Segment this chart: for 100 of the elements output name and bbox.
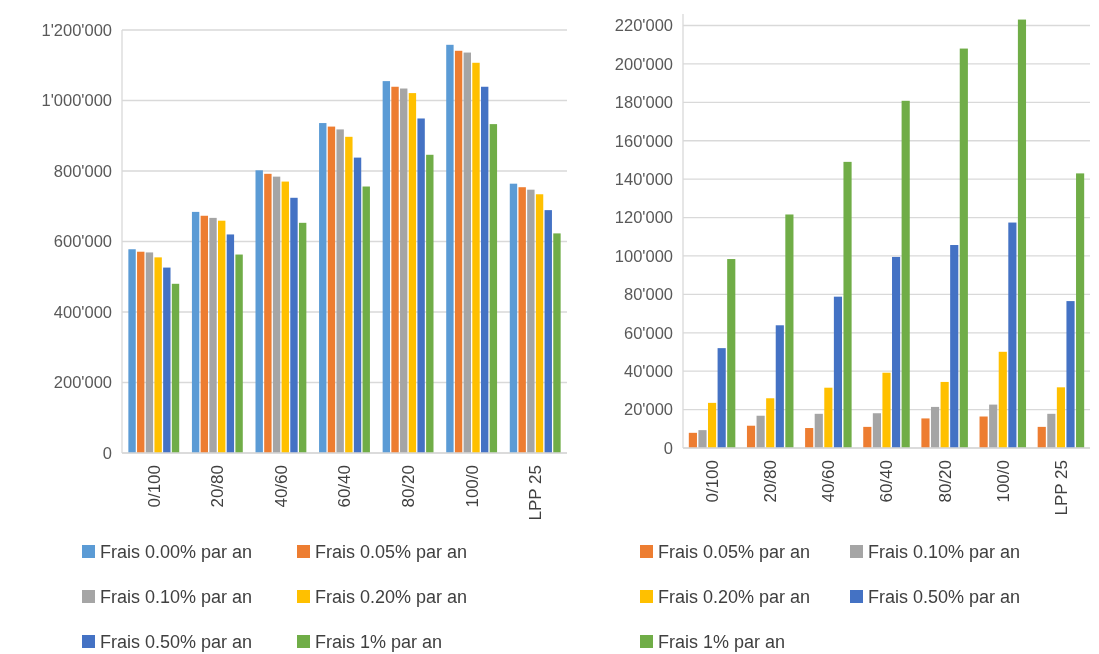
bar (191, 211, 200, 453)
bar (298, 222, 307, 453)
bar (408, 93, 417, 453)
legend-label: Frais 0.50% par an (868, 587, 1021, 608)
bar (319, 123, 327, 453)
bar (930, 406, 940, 448)
bar (892, 256, 901, 448)
legend-label: Frais 0.05% par an (315, 542, 468, 563)
bar (281, 181, 289, 453)
bar (698, 430, 707, 448)
bar (1037, 426, 1046, 448)
bar (345, 136, 353, 453)
bar (863, 426, 872, 448)
bar (218, 220, 226, 453)
x-tick-label: LPP 25 (526, 465, 546, 521)
x-tick-label: 20/80 (761, 460, 781, 503)
bar (454, 50, 463, 453)
bar (785, 214, 794, 448)
bar (989, 404, 998, 448)
bar (535, 194, 544, 453)
legend-label: Frais 1% par an (315, 632, 443, 653)
bar (400, 88, 408, 453)
bar (882, 372, 891, 448)
legend-label: Frais 0.50% par an (100, 632, 253, 653)
bar (353, 157, 362, 453)
x-tick-label: 100/0 (462, 465, 482, 508)
legend-label: Frais 0.20% par an (315, 587, 468, 608)
y-tick-label: 140'000 (614, 169, 673, 188)
bar (814, 413, 823, 448)
bar (382, 81, 391, 453)
y-tick-label: 20'000 (623, 400, 673, 419)
legend-label: Frais 1% par an (658, 632, 786, 653)
bar (145, 252, 154, 453)
y-tick-label: 0 (102, 443, 112, 462)
bar (509, 183, 518, 453)
bar (959, 48, 968, 448)
y-tick-label: 600'000 (53, 232, 112, 251)
bar (833, 296, 843, 448)
bar (766, 398, 775, 448)
y-tick-label: 60'000 (623, 323, 673, 342)
bar (128, 249, 136, 453)
legend-label: Frais 0.05% par an (658, 542, 811, 563)
bar (1017, 19, 1027, 448)
bar (163, 267, 171, 453)
bar (1056, 387, 1065, 448)
bar (426, 154, 434, 453)
y-tick-label: 160'000 (614, 131, 673, 150)
bar (171, 283, 180, 453)
legend-label: Frais 0.10% par an (868, 542, 1021, 563)
bar (921, 418, 930, 448)
bar (226, 234, 235, 453)
legend-label: Frais 0.20% par an (658, 587, 811, 608)
legend-label: Frais 0.00% par an (100, 542, 253, 563)
bar (446, 44, 454, 453)
y-tick-label: 800'000 (53, 161, 112, 180)
y-tick-label: 200'000 (53, 373, 112, 392)
bar (708, 402, 717, 448)
bar (979, 416, 988, 448)
bar (489, 124, 498, 453)
y-tick-label: 120'000 (614, 208, 673, 227)
x-tick-label: LPP 25 (1051, 460, 1071, 516)
bar (527, 189, 535, 453)
bar (290, 197, 298, 453)
x-tick-label: 40/60 (819, 460, 839, 503)
bar (472, 62, 480, 453)
y-tick-label: 0 (663, 438, 673, 457)
bar (950, 245, 959, 448)
x-tick-label: 0/100 (144, 465, 164, 508)
y-tick-label: 180'000 (614, 93, 673, 112)
bar (200, 215, 209, 453)
bar (463, 52, 471, 453)
y-tick-label: 200'000 (614, 54, 673, 73)
bar (336, 129, 344, 453)
bar (688, 432, 697, 448)
bar (209, 217, 217, 453)
legend-label: Frais 0.10% par an (100, 587, 253, 608)
bar (998, 351, 1007, 448)
bar (137, 251, 145, 453)
bar (872, 413, 881, 448)
x-tick-label: 80/20 (399, 465, 419, 508)
bar (544, 210, 552, 453)
bar (553, 233, 561, 453)
bar (391, 86, 399, 453)
bar (901, 100, 910, 448)
bar (824, 387, 833, 448)
x-tick-label: 60/40 (335, 465, 355, 508)
x-tick-label: 100/0 (993, 460, 1013, 503)
bar (1076, 173, 1085, 448)
x-tick-label: 80/20 (935, 460, 955, 503)
y-tick-label: 100'000 (614, 246, 673, 265)
bar (480, 86, 489, 453)
bar (756, 415, 765, 448)
y-tick-label: 80'000 (623, 285, 673, 304)
x-tick-label: 20/80 (208, 465, 228, 508)
x-tick-label: 40/60 (271, 465, 291, 508)
bar (843, 161, 852, 448)
bar (1066, 301, 1075, 448)
bar (362, 186, 370, 453)
bar (1008, 222, 1017, 448)
bar (154, 257, 162, 453)
